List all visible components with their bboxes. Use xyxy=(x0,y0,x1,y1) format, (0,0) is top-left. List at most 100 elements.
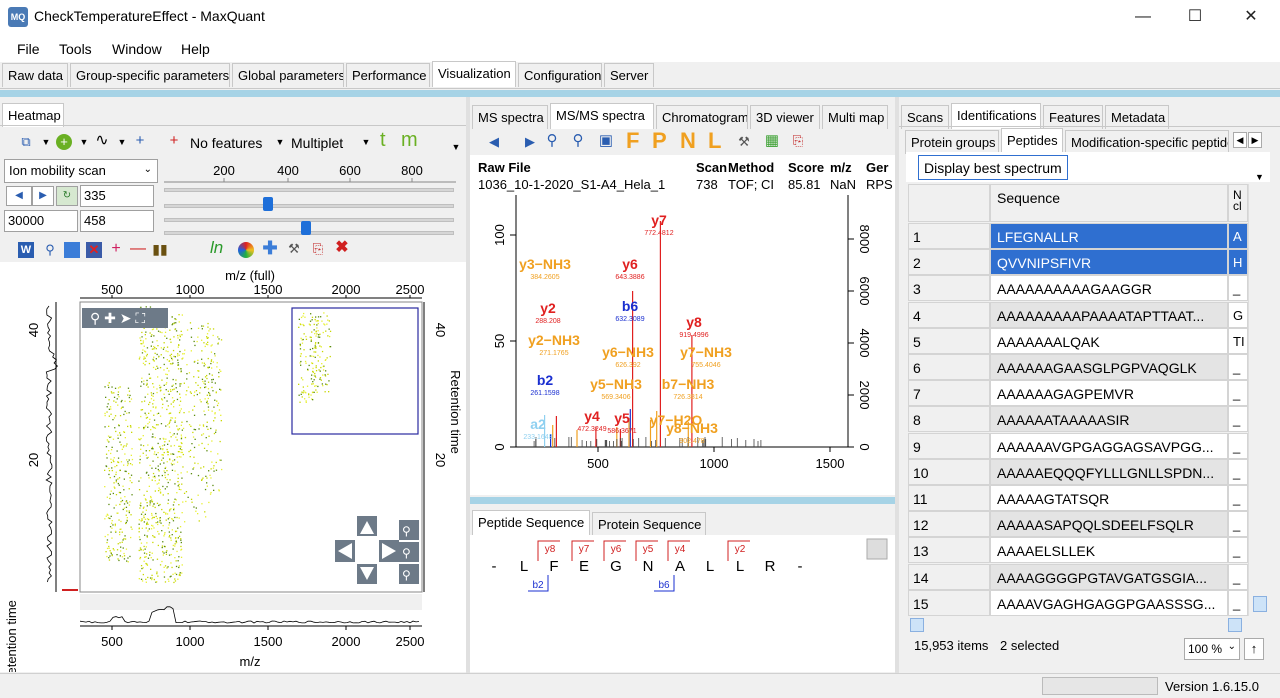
display-best-spectrum-button[interactable]: Display best spectrum xyxy=(918,155,1068,180)
row-number[interactable]: 13 xyxy=(908,537,990,564)
tab-server[interactable]: Server xyxy=(604,63,654,87)
t-button[interactable]: t xyxy=(380,129,386,151)
table-row-next-cell[interactable]: _ xyxy=(1228,485,1248,511)
table-row-next-cell[interactable]: _ xyxy=(1228,432,1248,459)
dropdown-arrow-icon[interactable]: ▼ xyxy=(41,137,51,147)
row-number[interactable]: 9 xyxy=(908,432,990,459)
table-row-next-cell[interactable]: _ xyxy=(1228,380,1248,407)
msms-spectrum-plot[interactable]: Raw File Scan Method Score m/z Ger 1036_10-1-… xyxy=(470,155,895,495)
barcode-icon[interactable]: ▦ xyxy=(764,132,780,149)
refresh-icon[interactable]: ↻ xyxy=(56,186,78,206)
scroll-thumb[interactable] xyxy=(910,618,924,632)
p-toggle[interactable]: P xyxy=(652,128,667,153)
splitter[interactable] xyxy=(466,97,470,673)
table-row-next-cell[interactable]: A xyxy=(1228,223,1248,249)
table-row-next-cell[interactable]: _ xyxy=(1228,354,1248,380)
table-row-sequence[interactable]: AAAAVGAGHGAGGPGAASSSG... xyxy=(990,589,1228,616)
horizontal-scrollbar[interactable] xyxy=(908,616,1248,634)
dropdown-arrow-icon[interactable]: ▼ xyxy=(275,137,285,147)
tab-msms-spectra[interactable]: MS/MS spectra xyxy=(550,103,654,129)
color-wheel-icon[interactable] xyxy=(238,242,254,258)
crosshair-icon[interactable]: + xyxy=(111,240,121,257)
slider-track-1[interactable] xyxy=(164,188,454,192)
tab-heatmap[interactable]: Heatmap xyxy=(2,103,64,127)
zoom-out-icon[interactable]: ⚲ xyxy=(572,132,584,149)
dropdown-arrow-icon[interactable]: ▼ xyxy=(361,137,371,147)
vertical-scrollbar[interactable] xyxy=(1248,184,1270,616)
dropdown-arrow-icon[interactable]: ▼ xyxy=(79,137,89,147)
add-circle-icon[interactable]: + xyxy=(56,134,72,150)
table-row-next-cell[interactable]: _ xyxy=(1228,511,1248,538)
forward-icon[interactable]: ▶ xyxy=(525,134,535,149)
table-row-sequence[interactable]: AAAAAATAAAAASIR xyxy=(990,406,1228,433)
tab-3d-viewer[interactable]: 3D viewer xyxy=(750,105,820,129)
resolution-field[interactable]: 30000 xyxy=(4,210,78,232)
overflow-icon[interactable]: ▼ xyxy=(1255,172,1264,182)
l-toggle[interactable]: L xyxy=(708,128,722,153)
table-row-sequence[interactable]: AAAAAEQQQFYLLLGNLLSPDN... xyxy=(990,458,1228,485)
menu-tools[interactable]: Tools xyxy=(59,41,92,57)
tab-peptide-sequence[interactable]: Peptide Sequence xyxy=(472,510,590,536)
minus-icon[interactable]: — xyxy=(130,240,146,257)
table-row-sequence[interactable]: QVVNIPSFIVR xyxy=(990,249,1228,276)
tab-protein-groups[interactable]: Protein groups xyxy=(905,130,999,154)
scan-number-field[interactable]: 335 xyxy=(80,185,154,207)
tab-protein-sequence[interactable]: Protein Sequence xyxy=(592,512,706,536)
overflow-icon[interactable]: ▼ xyxy=(451,142,461,152)
table-row-next-cell[interactable]: G xyxy=(1228,301,1248,328)
tools-icon[interactable]: ⚒ xyxy=(288,241,300,256)
row-number[interactable]: 14 xyxy=(908,563,990,590)
table-row-next-cell[interactable]: _ xyxy=(1228,275,1248,302)
table-row-sequence[interactable]: LFEGNALLR xyxy=(990,223,1228,249)
table-row-next-cell[interactable]: _ xyxy=(1228,406,1248,433)
slider-track-2[interactable] xyxy=(164,204,454,208)
features-dropdown[interactable]: No features xyxy=(190,135,263,151)
row-number[interactable]: 3 xyxy=(908,275,990,302)
table-row-sequence[interactable]: AAAAAAAAAPAAAATAPTTAAT... xyxy=(990,301,1228,328)
fill-icon[interactable] xyxy=(64,242,80,258)
pdf-icon[interactable]: ⎘ xyxy=(792,133,804,148)
tab-configuration[interactable]: Configuration xyxy=(518,63,602,87)
table-row-next-cell[interactable]: _ xyxy=(1228,537,1248,564)
scan-type-select[interactable]: Ion mobility scan ⌄ xyxy=(4,159,158,183)
tab-performance[interactable]: Performance xyxy=(346,63,430,87)
table-row-sequence[interactable]: AAAAAAVGPGAGGAGSAVPGG... xyxy=(990,432,1228,459)
tab-scroll-right-icon[interactable]: ▶ xyxy=(1248,132,1262,148)
fit-icon[interactable]: ▣ xyxy=(598,132,614,149)
menu-file[interactable]: File xyxy=(17,41,40,57)
table-row-next-cell[interactable]: TI xyxy=(1228,327,1248,354)
table-row-next-cell[interactable]: _ xyxy=(1228,563,1248,590)
minimize-icon[interactable]: — xyxy=(1135,8,1151,25)
menu-help[interactable]: Help xyxy=(181,41,210,57)
multiplet-dropdown[interactable]: Multiplet xyxy=(291,135,344,151)
table-row-sequence[interactable]: AAAAASAPQQLSDEELFSQLR xyxy=(990,511,1228,538)
n-toggle[interactable]: N xyxy=(680,128,696,153)
heatmap-plot[interactable]: m/z (full) 500 1000 1500 2000 2500 ⚲ ✚ ➤ ⛶ R… xyxy=(0,262,466,672)
tab-features[interactable]: Features xyxy=(1043,105,1103,129)
slider-thumb-2[interactable] xyxy=(301,221,311,235)
ln-button[interactable]: ln xyxy=(210,238,224,257)
m-button[interactable]: m xyxy=(401,129,418,151)
plus-points-icon[interactable]: + xyxy=(135,132,145,149)
back-icon[interactable]: ◀ xyxy=(489,134,499,149)
tab-multi-map[interactable]: Multi map xyxy=(822,105,888,129)
tab-raw-data[interactable]: Raw data xyxy=(2,63,68,87)
table-row-sequence[interactable]: AAAAGGGGPGTAVGATGSGIA... xyxy=(990,563,1228,590)
zoom-select[interactable]: 100 % ⌄ xyxy=(1184,638,1240,660)
row-number[interactable]: 6 xyxy=(908,354,990,380)
f-toggle[interactable]: F xyxy=(626,128,640,153)
row-number[interactable]: 5 xyxy=(908,327,990,354)
table-row-sequence[interactable]: AAAAAAAAAAGAAGGR xyxy=(990,275,1228,302)
column-header-sequence[interactable]: Sequence xyxy=(990,184,1228,222)
row-number[interactable]: 2 xyxy=(908,249,990,276)
table-row-sequence[interactable]: AAAAAAALQAK xyxy=(990,327,1228,354)
row-number[interactable]: 15 xyxy=(908,589,990,616)
row-number[interactable]: 11 xyxy=(908,485,990,511)
table-row-sequence[interactable]: AAAAELSLLEK xyxy=(990,537,1228,564)
bars-icon[interactable]: ▮▮ xyxy=(152,241,168,257)
tab-group-specific-parameters[interactable]: Group-specific parameters xyxy=(70,63,230,87)
curve-icon[interactable]: ∿ xyxy=(95,132,109,149)
cross-box-icon[interactable]: ✕ xyxy=(86,242,102,258)
row-number[interactable]: 12 xyxy=(908,511,990,538)
tab-visualization[interactable]: Visualization xyxy=(432,61,516,87)
